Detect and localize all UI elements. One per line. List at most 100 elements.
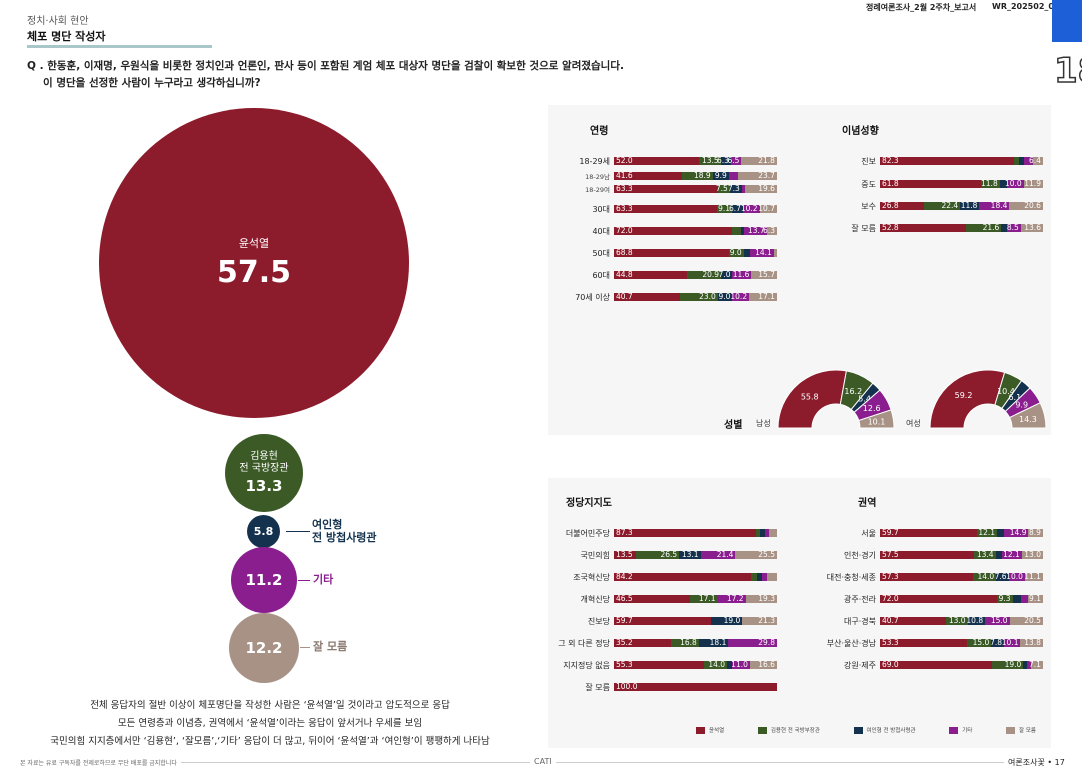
chart-title-party: 정당지지도 bbox=[566, 498, 612, 509]
bar-segment-other: 6.5 bbox=[728, 157, 742, 165]
report-name: 정례여론조사_2월 2주차_보고서 bbox=[866, 3, 977, 12]
bar-segment-yoon: 59.7 bbox=[880, 529, 978, 537]
bar-row-label: 그 외 다른 정당 bbox=[558, 639, 610, 648]
bar-value-label: 10.2 bbox=[730, 292, 748, 301]
bar-value-label: 14.0 bbox=[977, 572, 995, 581]
bar-value-label: 9.1 bbox=[1029, 594, 1041, 603]
bar-segment-kim: 13.0 bbox=[946, 617, 968, 625]
bar-value-label: 7.5 bbox=[715, 184, 728, 193]
footer-center: CATI bbox=[530, 757, 556, 766]
bar-segment-kim: 15.0 bbox=[966, 639, 992, 647]
bar-segment-kim bbox=[756, 529, 761, 537]
bar-segment-yoon: 72.0 bbox=[880, 594, 998, 603]
donut-slice-dk bbox=[858, 409, 895, 429]
bar-value-label: 11.9 bbox=[1024, 179, 1041, 188]
bar-segment-dk: 6.3 bbox=[763, 227, 777, 235]
bar-row-label: 70세 이상 bbox=[575, 293, 610, 302]
bar-value-label: 19.3 bbox=[758, 594, 775, 603]
donut-value-label: 9.9 bbox=[1015, 401, 1028, 410]
bar-value-label: 14.0 bbox=[708, 660, 726, 669]
bar-value-label: 68.8 bbox=[616, 248, 633, 257]
bar-value-label: 13.5 bbox=[701, 156, 719, 165]
bar-value-label: 35.2 bbox=[616, 638, 633, 647]
bar-segment-yoon: 40.7 bbox=[880, 616, 947, 625]
chart-title-age: 연령 bbox=[590, 126, 609, 137]
bar-value-label: 11.8 bbox=[960, 201, 978, 210]
bar-row-label: 중도 bbox=[861, 180, 876, 189]
bar-segment-dk bbox=[773, 249, 777, 257]
bar-segment-yoon: 72.0 bbox=[614, 227, 733, 235]
bar-segment-other: 10.2 bbox=[730, 292, 750, 301]
donut-value-label: 14.3 bbox=[1019, 415, 1037, 424]
stacked-bar: 68.8 9.0 14.1 bbox=[614, 249, 777, 257]
donut-slice-dk bbox=[1008, 402, 1047, 429]
bar-segment-yeo: 6.7 bbox=[729, 205, 743, 213]
bar-segment-yoon: 44.8 bbox=[614, 271, 688, 279]
bar-value-label: 21.6 bbox=[982, 223, 1000, 232]
bar-segment-yeo: 7.3 bbox=[727, 184, 742, 193]
bar-segment-dk: 23.7 bbox=[738, 172, 777, 180]
bar-segment-other: 14.9 bbox=[1004, 528, 1029, 537]
stacked-bar: 41.6 18.9 9.9 23.7 bbox=[614, 172, 777, 180]
summary-line-3: 국민의힘 지지층에서만 ‘김용현’, ‘잘모름’,‘기타’ 응답이 더 많고, … bbox=[50, 736, 490, 747]
bar-segment-yeo: 9.9 bbox=[712, 172, 729, 180]
bar-value-label: 14.9 bbox=[1009, 528, 1027, 537]
bar-segment-yoon: 35.2 bbox=[614, 638, 672, 647]
bar-segment-kim: 7.5 bbox=[715, 184, 730, 193]
bar-value-label: 23.0 bbox=[699, 292, 716, 301]
bar-value-label: 6.4 bbox=[1029, 156, 1041, 165]
bar-segment-yoon: 61.8 bbox=[880, 180, 981, 188]
bar-row-label: 18-29여 bbox=[585, 186, 610, 194]
bar-segment-yoon: 87.3 bbox=[614, 529, 757, 537]
bar-segment-yoon: 26.8 bbox=[880, 202, 924, 210]
bar-segment-other: 15.0 bbox=[985, 617, 1010, 625]
bar-row-label: 60대 bbox=[592, 271, 610, 280]
bar-segment-other bbox=[762, 573, 768, 581]
bar-value-label: 7.3 bbox=[727, 184, 740, 193]
bar-segment-other: 8.5 bbox=[1007, 224, 1021, 232]
bar-segment-kim: 9.1 bbox=[717, 205, 732, 213]
bar-segment-yoon: 52.8 bbox=[880, 224, 967, 232]
bubble-yeo-side-2: 전 방첩사령관 bbox=[312, 531, 377, 544]
stacked-bar: 46.5 17.1 17.2 19.3 bbox=[614, 595, 777, 603]
bar-segment-yeo: 7.8 bbox=[990, 639, 1005, 647]
bar-value-label: 23.7 bbox=[758, 171, 775, 180]
bar-value-label: 20.6 bbox=[1024, 201, 1041, 210]
donut-slice-yoon bbox=[777, 369, 847, 429]
bar-segment-yeo bbox=[999, 180, 1008, 188]
bar-value-label: 13.4 bbox=[976, 550, 994, 559]
bar-segment-dk: 17.1 bbox=[749, 293, 777, 301]
bar-value-label: 9.1 bbox=[718, 204, 730, 213]
bar-segment-dk: 8.9 bbox=[1028, 529, 1043, 537]
bar-row-label: 18-29세 bbox=[579, 157, 610, 166]
stacked-bar: 59.7 19.0 21.3 bbox=[614, 617, 777, 625]
bar-segment-yeo bbox=[727, 661, 732, 669]
bar-value-label: 72.0 bbox=[882, 594, 899, 603]
bubble-yeo-side-1: 여인형 bbox=[312, 518, 343, 531]
bar-value-label: 40.7 bbox=[882, 616, 899, 625]
bar-segment-dk: 20.5 bbox=[1009, 616, 1043, 625]
stacked-bar: 52.8 21.6 8.5 13.6 bbox=[880, 224, 1043, 232]
bar-segment-yeo bbox=[756, 573, 763, 581]
donut-value-label: 10.4 bbox=[997, 387, 1015, 396]
bar-value-label: 19.0 bbox=[1004, 660, 1022, 669]
bar-row-label: 대구·경북 bbox=[844, 617, 876, 626]
bar-segment-yeo: 7.0 bbox=[719, 271, 733, 279]
bar-value-label: 19.6 bbox=[758, 184, 775, 193]
bar-segment-kim: 22.4 bbox=[923, 202, 961, 210]
bar-value-label: 13.1 bbox=[681, 550, 699, 559]
bubble-yoon-label: 윤석열 bbox=[238, 236, 270, 250]
bar-segment-kim: 12.1 bbox=[977, 529, 998, 537]
bar-segment-yoon: 46.5 bbox=[614, 595, 690, 603]
bar-value-label: 11.0 bbox=[731, 660, 748, 669]
bar-segment-kim: 9.0 bbox=[728, 249, 744, 257]
bar-segment-yoon: 82.3 bbox=[880, 157, 1015, 165]
bar-value-label: 41.6 bbox=[616, 171, 633, 180]
bar-value-label: 20.5 bbox=[1024, 616, 1041, 625]
summary-line-1: 전체 응답자의 절반 이상이 체포명단을 작성한 사람은 ‘윤석열’일 것이라고… bbox=[90, 700, 450, 711]
bar-segment-yeo bbox=[760, 529, 766, 537]
bar-segment-other bbox=[728, 172, 739, 180]
bar-value-label: 16.8 bbox=[680, 638, 697, 647]
stacked-bar: 44.8 20.9 7.0 11.6 15.7 bbox=[614, 271, 777, 279]
bar-value-label: 10.8 bbox=[966, 616, 984, 625]
